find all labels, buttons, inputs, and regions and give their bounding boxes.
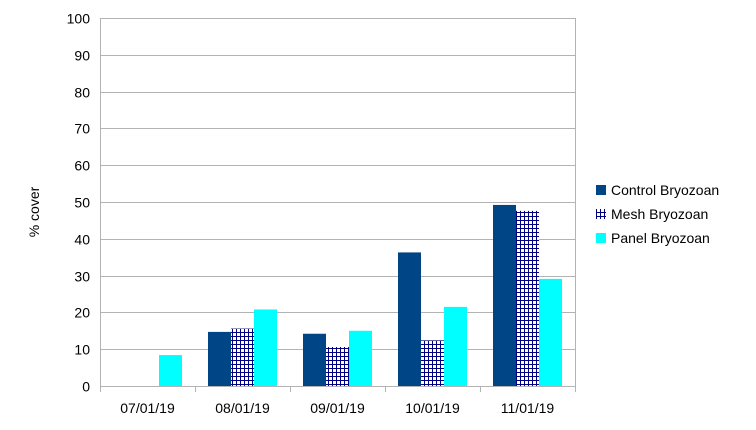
legend-swatch (596, 185, 606, 195)
y-tick-label: 70 (74, 121, 90, 137)
y-tick-label: 80 (74, 85, 90, 101)
y-tick-label: 10 (74, 342, 90, 358)
bar-mesh-bryozoan (421, 340, 444, 386)
legend-label: Panel Bryozoan (611, 230, 710, 246)
bar-control-bryozoan (208, 331, 231, 386)
bar-mesh-bryozoan (326, 346, 349, 386)
x-tick-label: 08/01/19 (215, 400, 270, 416)
x-tick-label: 09/01/19 (310, 400, 365, 416)
bar-control-bryozoan (493, 204, 516, 386)
plot-area-border (100, 18, 576, 387)
y-tick-label: 60 (74, 158, 90, 174)
y-tick-label: 100 (67, 11, 91, 27)
y-tick-label: 30 (74, 269, 90, 285)
legend-label: Control Bryozoan (611, 182, 719, 198)
bar-panel-bryozoan (254, 309, 277, 386)
bar-panel-bryozoan (159, 355, 182, 386)
bar-control-bryozoan (398, 252, 421, 386)
legend-swatch (596, 209, 606, 219)
y-tick-label: 40 (74, 232, 90, 248)
y-tick-label: 20 (74, 305, 90, 321)
legend: Control Bryozoan Mesh Bryozoan Panel Bryoz… (596, 182, 719, 246)
x-tick-label: 07/01/19 (120, 400, 175, 416)
y-tick-label: 90 (74, 48, 90, 64)
y-tick-label: 50 (74, 195, 90, 211)
y-axis-label: % cover (26, 186, 42, 237)
bar-mesh-bryozoan (516, 210, 539, 386)
axes: 0 10 20 30 40 50 60 70 80 90 100 07/01/19 08/01/19 09… (67, 11, 576, 416)
x-tick-label: 10/01/19 (405, 400, 460, 416)
bar-panel-bryozoan (444, 306, 467, 386)
bars (159, 204, 562, 386)
bar-panel-bryozoan (349, 330, 372, 386)
bar-control-bryozoan (303, 333, 326, 386)
y-tick-label: 0 (82, 379, 90, 395)
bar-mesh-bryozoan (231, 328, 254, 386)
x-tick-label: 11/01/19 (501, 400, 555, 416)
bar-panel-bryozoan (539, 278, 562, 386)
legend-label: Mesh Bryozoan (611, 206, 708, 222)
legend-swatch (596, 233, 606, 243)
